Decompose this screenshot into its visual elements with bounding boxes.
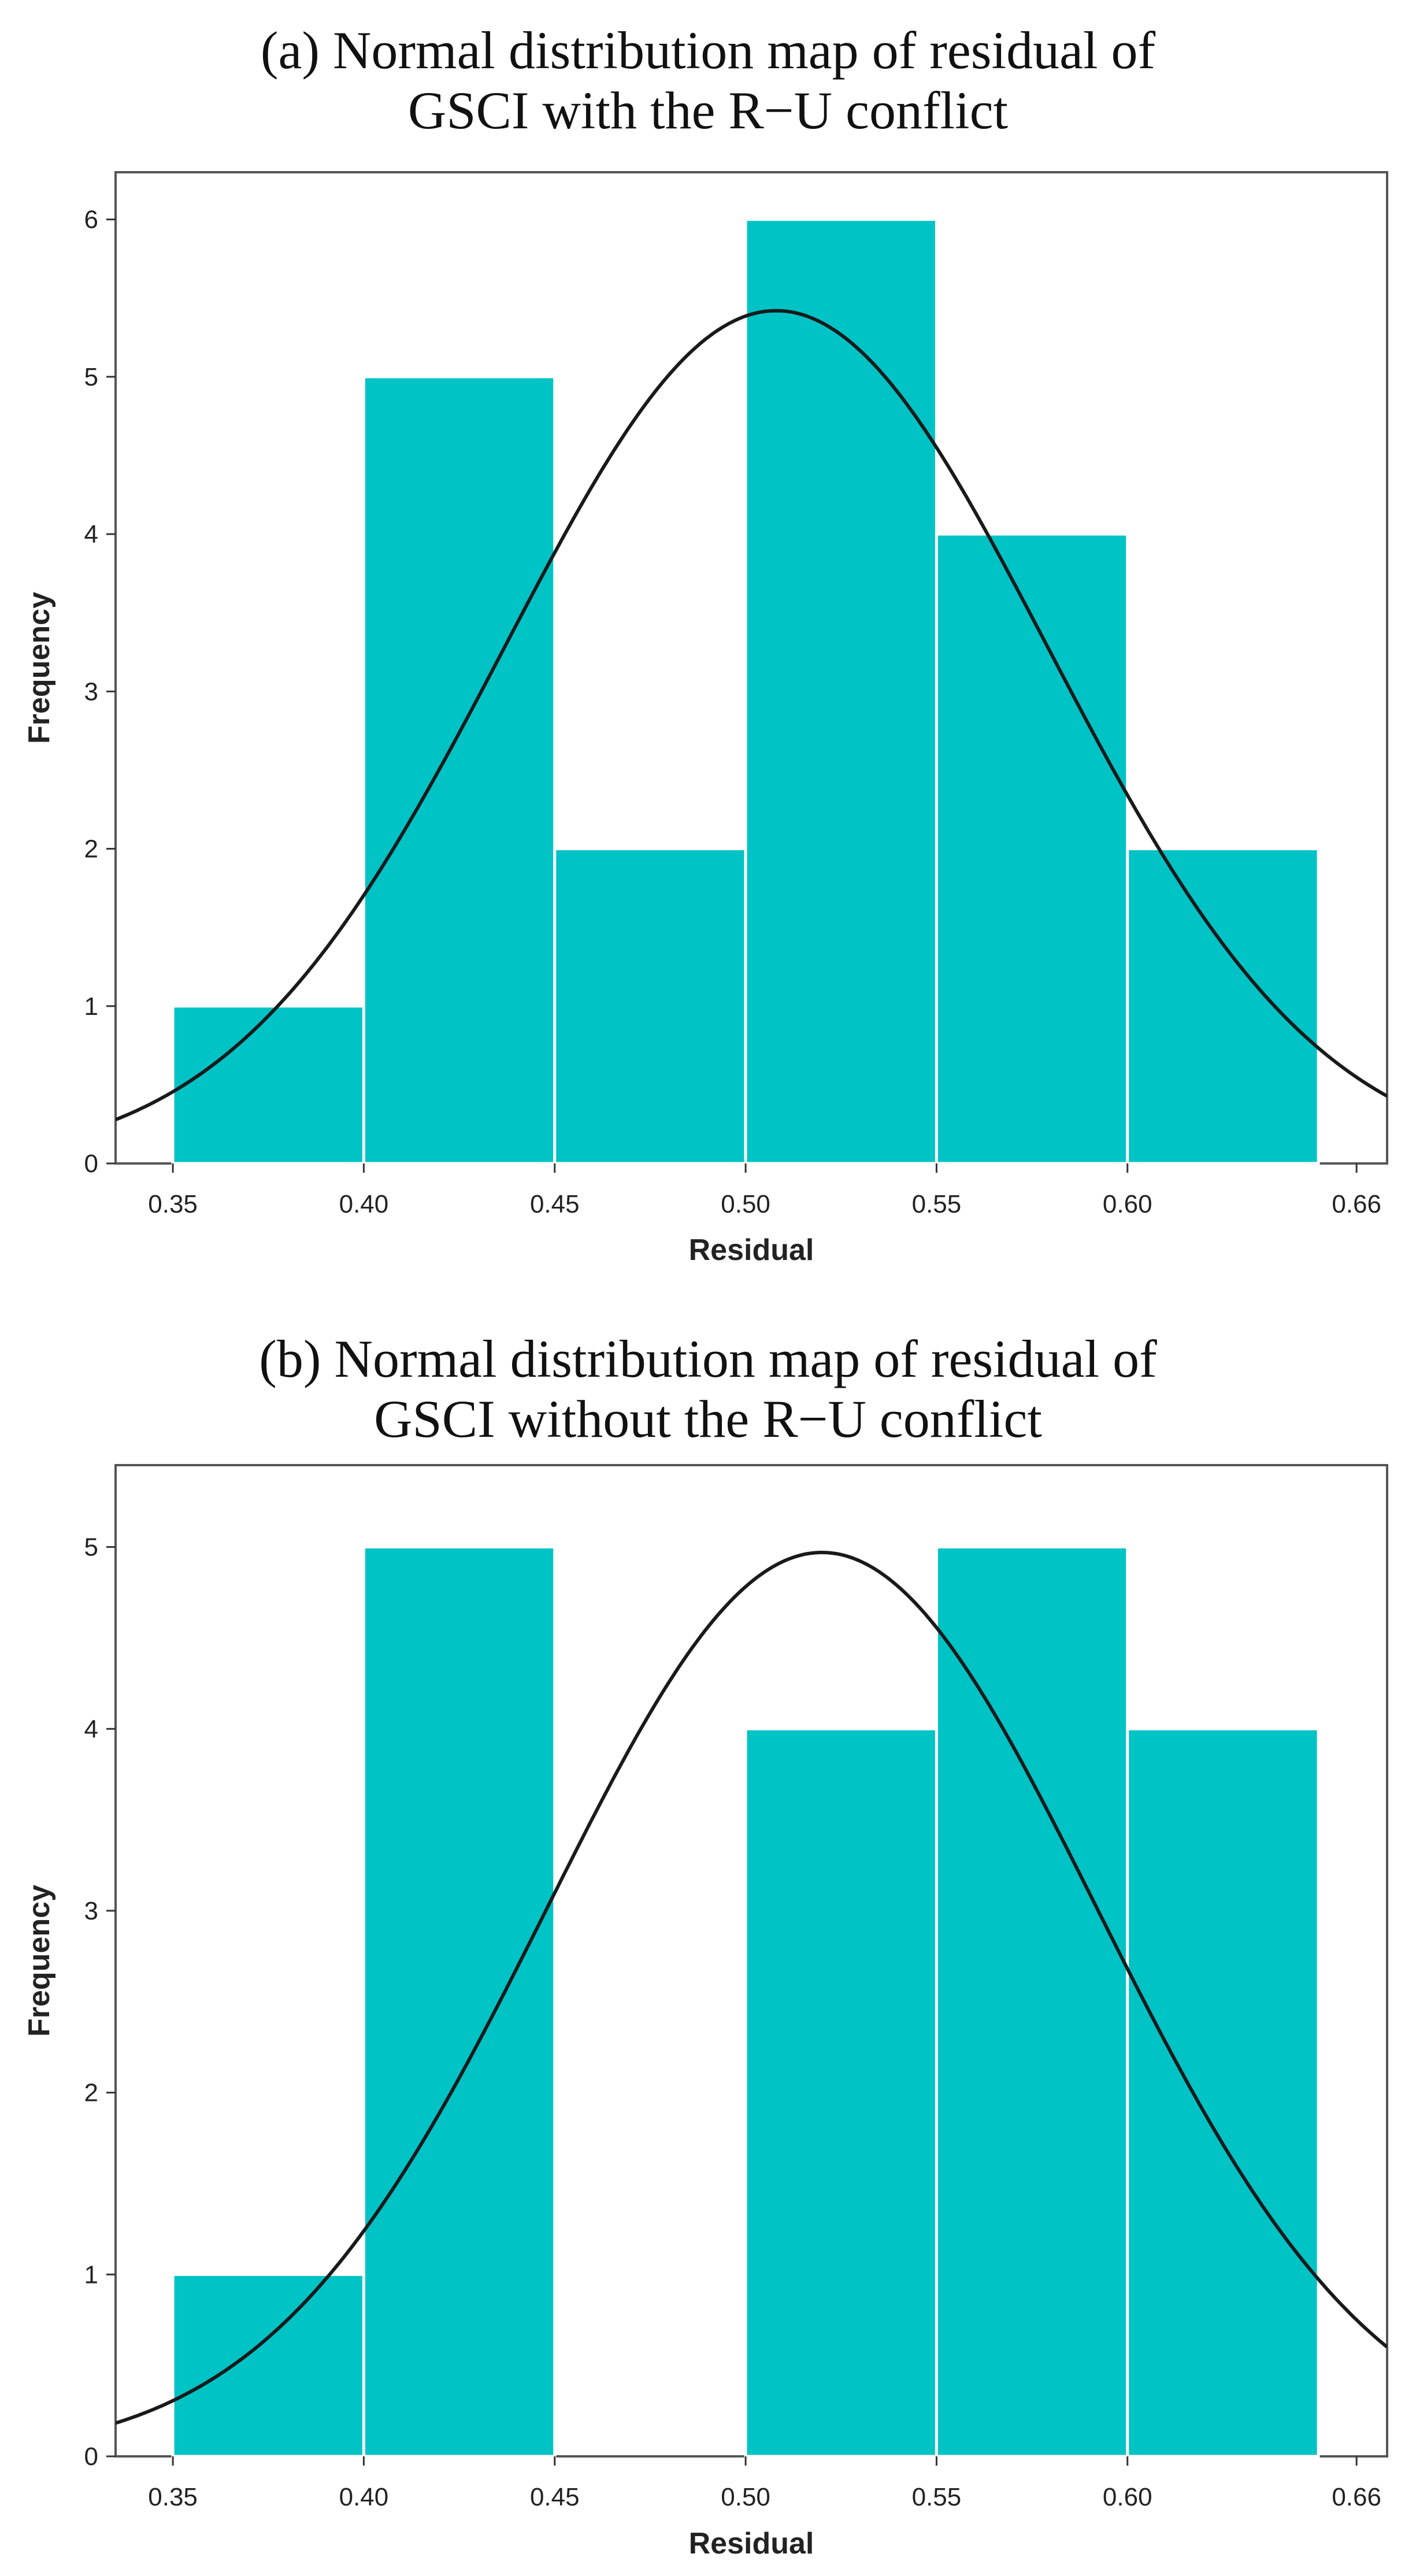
x-tick-label: 0.45 <box>530 2483 580 2511</box>
histogram-bar <box>362 1545 557 2458</box>
histogram-bar <box>744 218 938 1165</box>
x-tick-label: 0.50 <box>721 2483 770 2511</box>
y-tick-label: 5 <box>84 1533 98 1562</box>
histogram-bar <box>1126 847 1320 1165</box>
chart-title-line-2: GSCI with the R−U conflict <box>408 81 1009 140</box>
y-tick-label: 3 <box>84 1897 98 1925</box>
y-tick-label: 4 <box>84 520 98 548</box>
x-tick-label: 0.55 <box>912 2483 962 2511</box>
y-tick-label: 4 <box>84 1715 98 1743</box>
y-tick-label: 0 <box>84 1150 98 1178</box>
x-axis-title: Residual <box>689 2527 814 2560</box>
y-axis-title: Frequency <box>23 592 56 744</box>
histogram-bar <box>1126 1727 1320 2458</box>
chart-title-line-1: (b) Normal distribution map of residual … <box>259 1329 1157 1388</box>
y-tick-label: 1 <box>84 992 98 1021</box>
x-tick-label: 0.66 <box>1332 2483 1381 2511</box>
y-tick-label: 3 <box>84 677 98 706</box>
histogram-bar <box>935 1545 1129 2458</box>
x-tick-label: 0.40 <box>339 1190 389 1218</box>
histogram-bar <box>553 847 747 1165</box>
y-tick-label: 1 <box>84 2260 98 2289</box>
x-tick-label: 0.66 <box>1332 1190 1381 1218</box>
x-tick-label: 0.55 <box>912 1190 962 1218</box>
x-tick-label: 0.40 <box>339 2483 389 2511</box>
x-tick-label: 0.60 <box>1103 2483 1152 2511</box>
chart-panel-b: (b) Normal distribution map of residual … <box>23 1329 1388 2560</box>
x-tick-label: 0.35 <box>148 2483 198 2511</box>
x-tick-label: 0.35 <box>148 1190 198 1218</box>
chart-title-line-2: GSCI without the R−U conflict <box>374 1389 1042 1448</box>
y-axis-title: Frequency <box>23 1885 56 2037</box>
x-axis-title: Residual <box>689 1233 814 1267</box>
histogram-bar <box>935 532 1129 1165</box>
histogram-bar <box>362 375 557 1165</box>
x-tick-label: 0.50 <box>721 1190 770 1218</box>
y-tick-label: 2 <box>84 835 98 863</box>
x-tick-label: 0.45 <box>530 1190 580 1218</box>
x-tick-label: 0.60 <box>1103 1190 1152 1218</box>
y-tick-label: 0 <box>84 2442 98 2471</box>
y-tick-label: 2 <box>84 2079 98 2107</box>
y-tick-label: 6 <box>84 206 98 234</box>
chart-panel-a: (a) Normal distribution map of residual … <box>23 21 1388 1267</box>
chart-title-line-1: (a) Normal distribution map of residual … <box>261 21 1156 80</box>
y-tick-label: 5 <box>84 363 98 391</box>
normal-curve <box>116 309 1387 1121</box>
normal-curve <box>116 1551 1387 2425</box>
histogram-bar <box>171 1005 365 1165</box>
histogram-bar <box>744 1727 938 2458</box>
histogram-bar <box>171 2273 365 2458</box>
